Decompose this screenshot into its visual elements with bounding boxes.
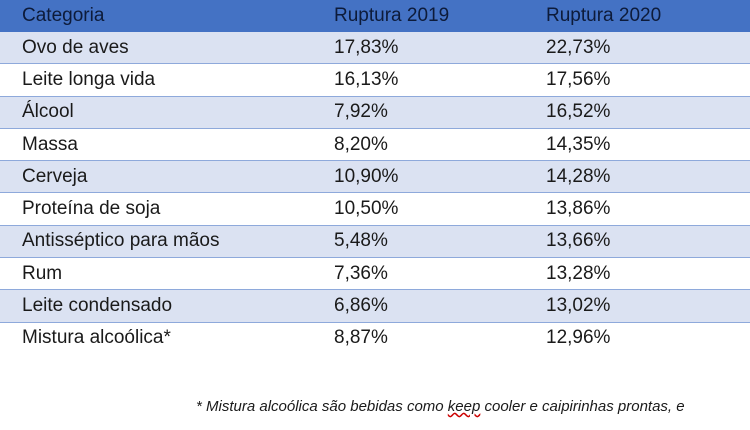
cell-categoria: Antisséptico para mãos — [0, 224, 312, 258]
cell-ruptura-2019: 7,36% — [312, 257, 524, 290]
cell-ruptura-2019: 10,50% — [312, 192, 524, 226]
cell-ruptura-2019: 5,48% — [312, 224, 524, 258]
table-row: Leite condensado 6,86% 13,02% — [0, 289, 750, 323]
header-categoria: Categoria — [0, 0, 312, 32]
footnote-prefix: * Mistura alcoólica são bebidas como — [196, 398, 448, 415]
table-row: Leite longa vida 16,13% 17,56% — [0, 63, 750, 97]
cell-ruptura-2020: 13,28% — [524, 257, 750, 290]
header-ruptura-2020: Ruptura 2020 — [524, 0, 750, 32]
table-row: Rum 7,36% 13,28% — [0, 257, 750, 290]
table-row: Mistura alcoólica* 8,87% 12,96% — [0, 321, 750, 354]
cell-ruptura-2019: 16,13% — [312, 63, 524, 97]
cell-ruptura-2020: 13,02% — [524, 289, 750, 323]
cell-ruptura-2020: 14,28% — [524, 160, 750, 193]
cell-ruptura-2020: 12,96% — [524, 321, 750, 354]
footnote-suffix: cooler e caipirinhas prontas, e — [480, 398, 685, 415]
footnote: * Mistura alcoólica são bebidas como kee… — [196, 398, 685, 415]
cell-ruptura-2020: 13,86% — [524, 192, 750, 226]
table-row: Ovo de aves 17,83% 22,73% — [0, 32, 750, 64]
table-row: Cerveja 10,90% 14,28% — [0, 160, 750, 193]
cell-ruptura-2020: 14,35% — [524, 127, 750, 161]
cell-categoria: Proteína de soja — [0, 192, 312, 226]
rupture-table: Categoria Ruptura 2019 Ruptura 2020 Ovo … — [0, 0, 750, 354]
cell-categoria: Leite longa vida — [0, 63, 312, 97]
cell-ruptura-2019: 8,87% — [312, 321, 524, 354]
cell-categoria: Rum — [0, 257, 312, 290]
cell-categoria: Mistura alcoólica* — [0, 321, 312, 354]
cell-categoria: Álcool — [0, 95, 312, 129]
cell-ruptura-2019: 17,83% — [312, 32, 524, 64]
cell-ruptura-2019: 6,86% — [312, 289, 524, 323]
table-row: Álcool 7,92% 16,52% — [0, 95, 750, 129]
table-row: Massa 8,20% 14,35% — [0, 127, 750, 161]
table-row: Proteína de soja 10,50% 13,86% — [0, 192, 750, 226]
cell-ruptura-2020: 22,73% — [524, 32, 750, 64]
cell-categoria: Cerveja — [0, 160, 312, 193]
header-ruptura-2019: Ruptura 2019 — [312, 0, 524, 32]
header-row: Categoria Ruptura 2019 Ruptura 2020 — [0, 0, 750, 32]
cell-ruptura-2020: 13,66% — [524, 224, 750, 258]
table-row: Antisséptico para mãos 5,48% 13,66% — [0, 224, 750, 258]
cell-categoria: Ovo de aves — [0, 32, 312, 64]
cell-categoria: Leite condensado — [0, 289, 312, 323]
footnote-flagged-word: keep — [447, 398, 481, 415]
cell-ruptura-2019: 10,90% — [312, 160, 524, 193]
cell-ruptura-2020: 16,52% — [524, 95, 750, 129]
cell-categoria: Massa — [0, 127, 312, 161]
cell-ruptura-2020: 17,56% — [524, 63, 750, 97]
cell-ruptura-2019: 8,20% — [312, 127, 524, 161]
cell-ruptura-2019: 7,92% — [312, 95, 524, 129]
